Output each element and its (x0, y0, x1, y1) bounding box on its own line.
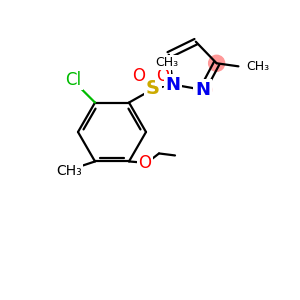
Text: O: O (139, 154, 152, 172)
Text: CH₃: CH₃ (156, 56, 179, 69)
Text: CH₃: CH₃ (246, 60, 269, 73)
Text: CH₃: CH₃ (56, 164, 82, 178)
Text: N: N (195, 81, 210, 99)
Circle shape (194, 81, 211, 99)
Text: O: O (157, 67, 169, 85)
Text: N: N (166, 76, 181, 94)
Text: O: O (133, 67, 146, 85)
Text: Cl: Cl (65, 70, 81, 88)
Circle shape (208, 55, 225, 71)
Text: S: S (146, 79, 160, 98)
